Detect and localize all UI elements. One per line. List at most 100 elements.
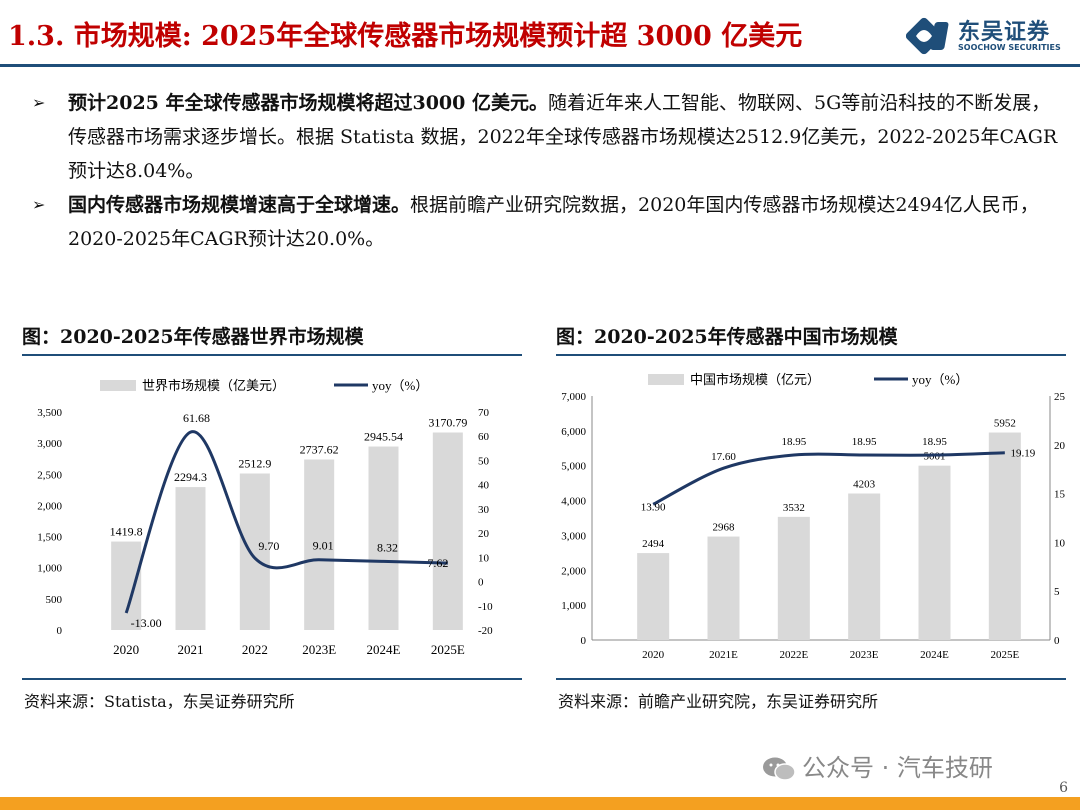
- x-tick-label: 2022E: [779, 649, 808, 661]
- x-tick-label: 2021E: [709, 649, 738, 661]
- yoy-value-label: 9.01: [313, 539, 334, 553]
- bar-2020: [111, 541, 142, 630]
- yoy-value-label: 8.32: [377, 540, 398, 554]
- right-title-rule: [556, 354, 1066, 356]
- right-chart-title: 图：2020-2025年传感器中国市场规模: [556, 326, 898, 348]
- bullet-1-bold: 预计2025 年全球传感器市场规模将超过3000 亿美元。: [68, 92, 548, 114]
- right-bottom-rule: [556, 678, 1066, 680]
- y-right-tick-label: 30: [478, 504, 490, 516]
- y-right-tick-label: 70: [478, 407, 490, 419]
- yoy-value-label: 7.62: [427, 556, 448, 570]
- left-title-rule: [22, 354, 522, 356]
- legend-bar-label: 世界市场规模（亿美元）: [142, 378, 285, 394]
- left-chart-panel: 图：2020-2025年传感器世界市场规模 世界市场规模（亿美元） yoy（%） 3…: [22, 322, 522, 722]
- bar-2022E: [777, 516, 810, 640]
- bar-2025E: [432, 432, 463, 630]
- y-left-tick-label: 500: [46, 594, 63, 606]
- watermark: 公众号 · 汽车技研: [762, 748, 993, 783]
- x-tick-label: 2025E: [431, 642, 465, 657]
- bar-2022: [239, 473, 270, 630]
- y-left-tick-label: 2,500: [37, 469, 62, 481]
- right-chart-panel: 图：2020-2025年传感器中国市场规模 中国市场规模（亿元） yoy（%） 7,…: [556, 322, 1066, 722]
- y-left-tick-label: 1,000: [561, 600, 586, 612]
- y-right-tick-label: -10: [478, 601, 493, 613]
- y-right-tick-label: 5: [1054, 586, 1060, 598]
- y-left-tick-label: 6,000: [561, 426, 586, 438]
- bar-value-label: 2945.54: [364, 430, 403, 444]
- y-left-tick-label: 0: [57, 625, 63, 637]
- y-left-tick-label: 5,000: [561, 461, 586, 473]
- legend-line-label: yoy（%）: [912, 372, 968, 387]
- x-tick-label: 2022: [242, 642, 268, 657]
- y-left-tick-label: 1,000: [37, 563, 62, 575]
- y-right-tick-label: 20: [478, 528, 490, 540]
- legend-line-label: yoy（%）: [372, 378, 428, 393]
- bar-2021: [175, 487, 206, 630]
- yoy-value-label: 61.68: [183, 411, 210, 425]
- x-tick-label: 2021: [178, 642, 204, 657]
- yoy-value-label: 18.95: [852, 436, 877, 448]
- bullet-list: ➢ 预计2025 年全球传感器市场规模将超过3000 亿美元。随着近年来人工智能…: [30, 86, 1060, 256]
- logo-mark-icon: [906, 17, 949, 55]
- yoy-value-label: 9.70: [258, 539, 279, 553]
- y-left-tick-label: 3,000: [561, 530, 586, 542]
- bar-value-label: 5001: [924, 451, 946, 463]
- y-right-tick-label: 10: [1054, 537, 1066, 549]
- y-left-tick-label: 7,000: [561, 391, 586, 403]
- y-left-tick-label: 4,000: [561, 496, 586, 508]
- y-left-tick-label: 3,500: [37, 407, 62, 419]
- logo-text-cn: 东吴证券: [958, 20, 1051, 45]
- wechat-icon: [763, 757, 796, 781]
- legend-bar-swatch: [648, 374, 684, 385]
- yoy-value-label: 18.95: [781, 436, 806, 448]
- logo-text-en: SOOCHOW SECURITIES: [958, 43, 1061, 52]
- yoy-line: [652, 451, 1005, 506]
- y-left-tick-label: 2,000: [561, 565, 586, 577]
- x-tick-label: 2020: [642, 649, 665, 661]
- bullet-1-text: 随着近年来人工智能、物联网、5G等前沿科技的不断发展，传感器市场需求逐步增长。根…: [68, 92, 1058, 182]
- bar-value-label: 2512.9: [238, 456, 271, 470]
- y-right-tick-label: 15: [1054, 489, 1066, 501]
- legend-bar-swatch: [100, 380, 136, 391]
- yoy-value-label: 18.95: [922, 436, 947, 448]
- bullet-arrow-icon: ➢: [32, 195, 46, 214]
- x-tick-label: 2024E: [367, 642, 401, 657]
- bar-2023E: [304, 459, 335, 630]
- y-right-tick-label: -20: [478, 625, 493, 637]
- legend-bar-label: 中国市场规模（亿元）: [690, 372, 820, 388]
- yoy-value-label: 19.19: [1010, 448, 1035, 460]
- y-right-tick-label: 0: [1054, 635, 1060, 647]
- watermark-text: 公众号 · 汽车技研: [802, 754, 993, 782]
- bullet-2-bold: 国内传感器市场规模增速高于全球增速。: [68, 194, 411, 216]
- bottom-bar: [0, 797, 1080, 810]
- y-right-tick-label: 0: [478, 577, 484, 589]
- bar-value-label: 2494: [642, 538, 665, 550]
- bar-2021E: [707, 536, 740, 640]
- page-number: 6: [1059, 780, 1068, 796]
- bar-value-label: 1419.8: [110, 525, 143, 539]
- bar-value-label: 2294.3: [174, 470, 207, 484]
- bar-value-label: 2737.62: [300, 442, 339, 456]
- x-tick-label: 2023E: [850, 649, 879, 661]
- bullet-2-text: 根据前瞻产业研究院数据，2020年国内传感器市场规模达2494亿人民币，2020…: [68, 194, 1039, 250]
- bullet-arrow-icon: ➢: [32, 93, 46, 112]
- yoy-value-label: 13.90: [641, 501, 666, 513]
- bar-value-label: 3170.79: [428, 416, 467, 430]
- world-market-chart: 世界市场规模（亿美元） yoy（%） 3,500 3,000 2,500 2,000 1,5…: [37, 378, 493, 657]
- left-chart-title: 图：2020-2025年传感器世界市场规模: [22, 326, 364, 348]
- yoy-value-label: -13.00: [131, 616, 162, 630]
- x-tick-label: 2024E: [920, 649, 949, 661]
- header-rule: [0, 64, 1080, 67]
- bar-value-label: 5952: [994, 418, 1016, 430]
- left-bottom-rule: [22, 678, 522, 680]
- y-left-tick-label: 2,000: [37, 500, 62, 512]
- y-right-tick-label: 10: [478, 552, 490, 564]
- company-logo: 东吴证券 SOOCHOW SECURITIES: [906, 14, 1074, 58]
- page-title: 1.3. 市场规模: 2025年全球传感器市场规模预计超 3000 亿美元: [8, 21, 803, 52]
- y-left-tick-label: 3,000: [37, 438, 62, 450]
- bar-2023E: [848, 493, 881, 640]
- bullet-item-2: ➢ 国内传感器市场规模增速高于全球增速。根据前瞻产业研究院数据，2020年国内传…: [30, 188, 1060, 256]
- bullet-item-1: ➢ 预计2025 年全球传感器市场规模将超过3000 亿美元。随着近年来人工智能…: [30, 86, 1060, 188]
- x-tick-label: 2025E: [990, 649, 1019, 661]
- bar-2025E: [988, 432, 1021, 640]
